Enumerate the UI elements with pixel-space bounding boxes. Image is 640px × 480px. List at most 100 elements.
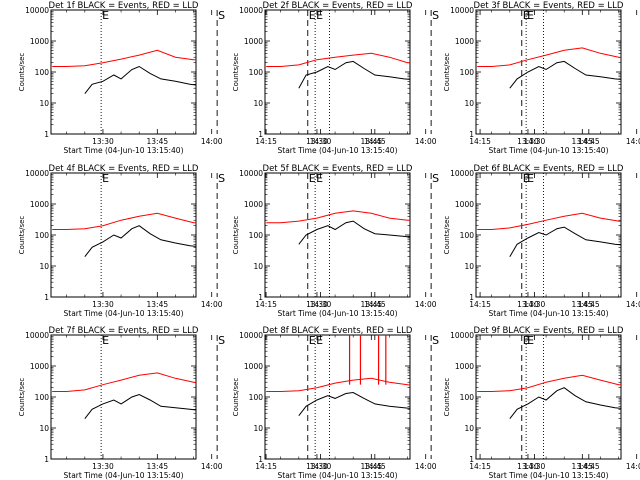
x-tick-label: 13:45 (361, 137, 383, 146)
x-tick-label: 14:15 (469, 462, 491, 471)
data-layer (477, 212, 621, 257)
y-tick-label: 1000 (455, 362, 474, 371)
y-tick-label: 10000 (450, 169, 474, 178)
x-axis-label: Start Time (04-Jun-10 13:15:40) (278, 309, 398, 318)
y-tick-label: 100 (35, 68, 50, 77)
lld-series (477, 374, 621, 392)
y-tick-label: 10 (464, 262, 474, 271)
x-tick-label: 13:30 (306, 137, 328, 146)
x-tick-label: 14:45 (578, 462, 600, 471)
x-tick-label: 13:45 (147, 300, 169, 309)
y-axis-label: Counts/sec (18, 53, 26, 92)
plot-frame (475, 334, 622, 460)
x-tick-label: 14:45 (578, 137, 600, 146)
data-layer (52, 372, 196, 420)
lld-series (477, 212, 621, 230)
y-tick-label: 1 (258, 293, 263, 302)
plot-frame (50, 9, 197, 135)
x-tick-label: 14:00 (626, 300, 640, 309)
x-tick-label: 13:45 (361, 300, 383, 309)
x-tick-label: 13:30 (306, 462, 328, 471)
marker-label: E (309, 172, 316, 185)
panel-title: Det 6f BLACK = Events, RED = LLD (474, 164, 624, 174)
marker-label: E (309, 334, 316, 347)
x-tick-label: 13:30 (517, 137, 539, 146)
lld-series (266, 377, 410, 392)
y-tick-label: 1000 (30, 37, 49, 46)
data-layer (477, 47, 621, 89)
y-tick-label: 1 (469, 293, 474, 302)
x-axis-label: Start Time (04-Jun-10 13:15:40) (64, 146, 184, 155)
events-series (509, 226, 621, 257)
y-axis-label: Counts/sec (18, 378, 26, 417)
y-axis-label: Counts/sec (443, 216, 451, 255)
marker-label: S (218, 172, 225, 185)
y-tick-label: 100 (249, 231, 264, 240)
data-layer (52, 212, 196, 258)
y-tick-label: 10 (39, 424, 49, 433)
y-axis-label: Counts/sec (443, 378, 451, 417)
x-tick-label: 14:00 (415, 137, 437, 146)
y-tick-label: 10000 (239, 331, 263, 340)
x-tick-label: 14:30 (524, 462, 546, 471)
y-tick-label: 1 (44, 293, 49, 302)
x-tick-label: 14:00 (626, 137, 640, 146)
panel-1: Det 1f BLACK = Events, RED = LLD 1 10 100 10… (18, 1, 386, 155)
marker-label: E (102, 9, 109, 22)
x-tick-label: 14:00 (201, 137, 223, 146)
x-tick-label: 13:30 (92, 300, 114, 309)
panel-title: Det 2f BLACK = Events, RED = LLD (263, 1, 413, 11)
x-tick-label: 13:30 (92, 137, 114, 146)
panel-3: Det 3f BLACK = Events, RED = LLD 1 10 100 10… (443, 1, 640, 155)
panel-title: Det 4f BLACK = Events, RED = LLD (49, 164, 199, 174)
y-tick-label: 10 (39, 99, 49, 108)
y-tick-label: 10000 (450, 331, 474, 340)
events-series (298, 220, 410, 245)
y-tick-label: 10 (253, 262, 263, 271)
data-layer (266, 52, 410, 89)
x-tick-label: 14:30 (524, 300, 546, 309)
x-tick-label: 13:45 (147, 137, 169, 146)
y-axis-label: Counts/sec (232, 378, 240, 417)
x-tick-label: 13:45 (147, 462, 169, 471)
x-axis-label: Start Time (04-Jun-10 13:15:40) (64, 471, 184, 480)
panel-title: Det 8f BLACK = Events, RED = LLD (263, 326, 413, 336)
data-layer (266, 210, 410, 245)
events-series (84, 393, 196, 420)
marker-label: E (316, 172, 323, 185)
y-tick-label: 1 (44, 455, 49, 464)
y-tick-label: 1000 (244, 362, 263, 371)
marker-label: E (316, 334, 323, 347)
y-axis-label: Counts/sec (232, 53, 240, 92)
y-tick-label: 10 (253, 424, 263, 433)
y-axis-label: Counts/sec (443, 53, 451, 92)
x-tick-label: 14:45 (364, 137, 386, 146)
x-tick-label: 14:30 (310, 137, 332, 146)
y-tick-label: 100 (460, 68, 475, 77)
y-tick-label: 1 (44, 130, 49, 139)
y-tick-label: 1 (258, 130, 263, 139)
lld-series (266, 210, 410, 224)
marker-label: E (102, 172, 109, 185)
marker-label: E (523, 172, 530, 185)
x-tick-label: 14:00 (415, 300, 437, 309)
events-series (298, 60, 410, 89)
y-tick-label: 1000 (244, 37, 263, 46)
events-series (84, 225, 196, 258)
marker-label: S (218, 334, 225, 347)
y-tick-label: 1000 (244, 200, 263, 209)
x-tick-label: 14:00 (201, 300, 223, 309)
data-layer (477, 374, 621, 420)
marker-label: E (523, 9, 530, 22)
x-tick-label: 13:30 (517, 462, 539, 471)
panel-title: Det 7f BLACK = Events, RED = LLD (49, 326, 199, 336)
y-tick-label: 100 (35, 393, 50, 402)
marker-label: E (309, 9, 316, 22)
y-tick-label: 1000 (455, 37, 474, 46)
y-tick-label: 10 (39, 262, 49, 271)
x-axis-label: Start Time (04-Jun-10 13:15:40) (64, 309, 184, 318)
x-tick-label: 14:15 (255, 137, 277, 146)
y-axis-label: Counts/sec (18, 216, 26, 255)
panel-title: Det 9f BLACK = Events, RED = LLD (474, 326, 624, 336)
